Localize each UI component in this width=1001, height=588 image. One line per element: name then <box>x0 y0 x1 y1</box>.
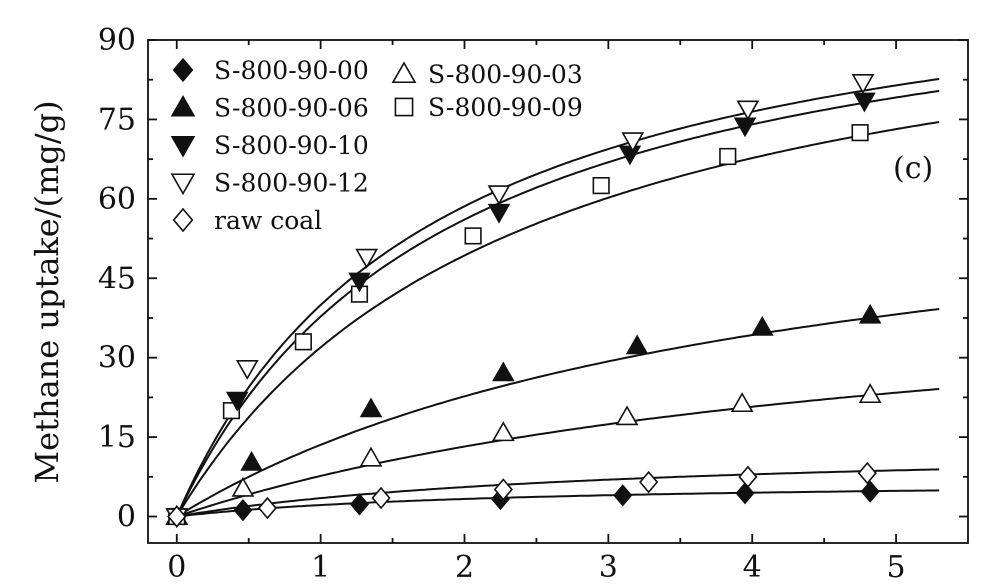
data-point <box>257 496 277 520</box>
x-tick-label: 5 <box>887 550 906 585</box>
legend: S-800-90-00 S-800-90-06 S-800-90-10 S-800-9… <box>170 56 583 235</box>
fit-curve <box>175 78 940 517</box>
data-point <box>736 100 760 121</box>
data-point <box>487 203 511 224</box>
legend-entry: S-800-90-06 <box>170 94 369 123</box>
data-point <box>735 482 755 505</box>
legend-marker <box>170 94 196 117</box>
legend-label: S-800-90-06 <box>214 94 369 123</box>
data-point <box>621 132 645 153</box>
data-point <box>750 315 774 336</box>
legend-entry: S-800-90-09 <box>394 93 583 122</box>
data-point <box>240 451 263 471</box>
x-tick-label: 1 <box>311 550 330 585</box>
data-point <box>851 124 869 142</box>
data-point <box>625 334 649 355</box>
data-point <box>348 272 371 293</box>
legend-marker <box>172 57 194 83</box>
data-point <box>235 359 259 380</box>
y-tick-label: 75 <box>98 102 136 137</box>
data-point <box>225 391 249 412</box>
legend-label: S-800-90-03 <box>428 60 583 89</box>
data-point <box>294 333 312 351</box>
legend-entry: S-800-90-03 <box>391 60 583 89</box>
data-point <box>492 361 515 382</box>
data-point <box>349 493 369 516</box>
fit-curve <box>176 388 940 518</box>
x-tick-label: 0 <box>167 550 186 585</box>
plot-frame <box>147 39 969 544</box>
series-points <box>168 124 869 526</box>
data-points <box>165 74 882 529</box>
data-point <box>464 227 482 245</box>
y-tick-label: 45 <box>98 261 136 296</box>
data-point <box>167 505 187 528</box>
data-point <box>491 421 515 442</box>
legend-marker <box>170 136 196 158</box>
data-point <box>231 476 255 497</box>
data-point <box>371 486 391 510</box>
y-axis-title: Methane uptake/(mg/g) <box>28 100 66 483</box>
data-point <box>851 74 875 94</box>
data-point <box>592 177 610 195</box>
data-point <box>853 92 876 113</box>
data-point <box>487 185 511 206</box>
data-point <box>730 392 754 413</box>
fit-curve <box>176 468 940 518</box>
fit-curve <box>176 308 940 518</box>
y-tick-label: 90 <box>98 23 136 58</box>
fit-curve <box>175 89 940 517</box>
y-tick-label: 0 <box>117 500 136 535</box>
data-point <box>858 383 882 404</box>
legend-label: S-800-90-09 <box>428 93 583 122</box>
series-points <box>167 480 880 528</box>
data-point <box>639 470 659 494</box>
data-point <box>613 484 633 507</box>
x-tick-label: 2 <box>455 550 474 585</box>
y-tick-label: 30 <box>98 341 136 376</box>
panel-label: (c) <box>893 151 933 186</box>
legend-entry: S-800-90-12 <box>170 169 369 198</box>
y-tick-label: 60 <box>98 182 136 217</box>
legend-label: raw coal <box>214 206 322 235</box>
data-point <box>355 248 379 269</box>
legend-marker <box>170 173 196 196</box>
x-tick-label: 4 <box>743 550 762 585</box>
data-point <box>738 465 758 489</box>
legend-label: S-800-90-00 <box>214 56 369 85</box>
x-tick-label: 3 <box>599 550 618 585</box>
fit-curves <box>175 78 940 518</box>
data-point <box>359 446 383 467</box>
legend-entry: raw coal <box>172 206 322 235</box>
legend-label: S-800-90-12 <box>214 169 369 198</box>
legend-entry: S-800-90-10 <box>170 131 369 160</box>
legend-label: S-800-90-10 <box>214 131 369 160</box>
data-point <box>493 478 513 501</box>
series-points <box>167 461 877 528</box>
data-point <box>733 117 757 138</box>
series-points <box>165 303 882 525</box>
legend-entry: S-800-90-00 <box>172 56 369 85</box>
legend-marker <box>172 207 194 233</box>
data-point <box>233 499 253 522</box>
data-point <box>359 397 383 418</box>
legend-marker <box>391 61 417 84</box>
data-point <box>618 145 642 166</box>
y-tick-label: 15 <box>98 420 136 455</box>
fit-curve <box>175 121 940 518</box>
data-point <box>719 147 737 166</box>
legend-marker <box>394 97 414 117</box>
fit-curve <box>176 489 940 518</box>
data-point <box>857 461 877 485</box>
data-point <box>615 405 639 426</box>
data-point <box>858 303 882 324</box>
data-point <box>860 480 880 503</box>
